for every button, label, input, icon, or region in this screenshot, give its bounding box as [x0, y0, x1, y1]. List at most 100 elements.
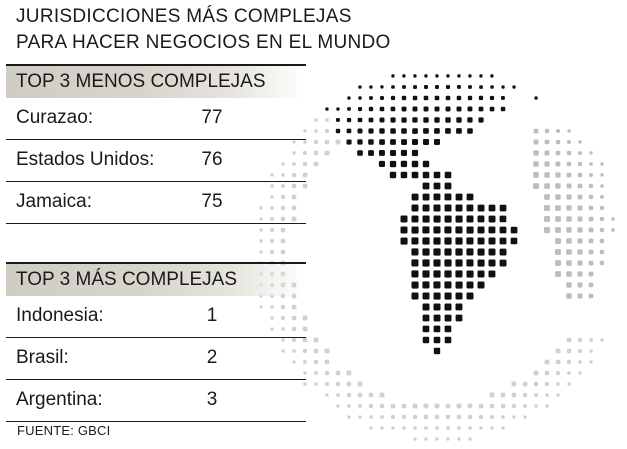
globe-dot	[499, 259, 507, 267]
globe-dot	[368, 150, 374, 156]
globe-dot	[445, 95, 451, 101]
globe-dot	[324, 150, 330, 156]
globe-dot	[314, 118, 318, 122]
globe-dot	[567, 360, 571, 364]
globe-dot	[467, 106, 473, 112]
section-most-complex: TOP 3 MÁS COMPLEJAS Indonesia: 1 Brasil:…	[6, 262, 306, 422]
globe-dot	[522, 381, 528, 387]
globe-dot	[270, 228, 274, 232]
globe-dot	[314, 371, 318, 375]
globe-dot	[413, 437, 417, 441]
globe-dot	[391, 415, 395, 419]
globe-dot	[358, 107, 363, 112]
globe-dot	[533, 150, 539, 156]
globe-dot	[313, 150, 319, 156]
globe-dot	[611, 228, 615, 232]
globe-dot	[433, 237, 441, 245]
globe-dot	[556, 382, 560, 386]
globe-dot	[281, 184, 285, 188]
globe-dot	[412, 95, 418, 101]
globe-dot	[411, 292, 419, 300]
globe-dot	[391, 74, 395, 78]
globe-dot	[588, 216, 594, 222]
globe-dot	[389, 171, 397, 179]
globe-dot	[501, 415, 505, 419]
globe-dot	[336, 393, 340, 397]
globe-dot	[314, 129, 318, 133]
globe-dot	[555, 183, 561, 189]
globe-dot	[457, 437, 461, 441]
globe-dot	[368, 128, 374, 134]
globe-dot	[292, 360, 296, 364]
globe-dot	[412, 414, 418, 420]
globe-dot	[455, 281, 463, 289]
globe-dot	[281, 338, 285, 342]
globe-dot	[555, 249, 561, 255]
globe-dot	[455, 303, 463, 311]
globe-dot	[588, 271, 594, 277]
jurisdiction-name: Brasil:	[16, 347, 69, 368]
globe-dot	[411, 281, 419, 289]
globe-dot	[379, 139, 385, 145]
globe-dot	[490, 74, 494, 78]
jurisdiction-score: 75	[201, 191, 223, 212]
globe-dot	[413, 85, 417, 89]
globe-dots	[259, 74, 615, 441]
globe-dot	[511, 392, 517, 398]
globe-dot	[422, 182, 430, 190]
globe-dot	[455, 193, 463, 201]
globe-dot	[433, 281, 441, 289]
globe-dot	[467, 95, 473, 101]
globe-dot	[467, 403, 473, 409]
globe-dot	[544, 227, 551, 234]
globe-dot	[534, 404, 538, 408]
globe-dot	[303, 360, 307, 364]
globe-dot	[577, 282, 583, 288]
globe-dot	[479, 85, 483, 89]
globe-dot	[477, 248, 485, 256]
globe-dot	[422, 325, 430, 333]
globe-dot	[434, 139, 440, 145]
source-note: FUENTE: GBCI	[17, 423, 111, 438]
globe-dot	[522, 392, 528, 398]
globe-dot	[577, 249, 583, 255]
globe-dot	[488, 226, 496, 234]
globe-dot	[270, 184, 274, 188]
globe-dot	[357, 392, 363, 398]
globe-dot	[302, 326, 308, 332]
globe-dot	[499, 248, 507, 256]
globe-dot	[335, 128, 341, 134]
globe-dot	[501, 96, 505, 100]
globe-dot	[566, 260, 572, 266]
globe-dot	[544, 370, 550, 376]
globe-dot	[259, 305, 263, 309]
globe-dot	[401, 139, 407, 145]
ranking-row: Indonesia: 1	[6, 296, 306, 338]
globe-dot	[599, 227, 605, 233]
globe-dot	[292, 151, 296, 155]
globe-dot	[477, 237, 485, 245]
globe-dot	[499, 204, 507, 212]
globe-dot	[555, 205, 561, 211]
globe-dot	[357, 139, 363, 145]
globe-dot	[422, 336, 430, 344]
globe-dot	[510, 226, 518, 234]
globe-dot	[501, 85, 505, 89]
globe-dot	[534, 96, 538, 100]
globe-dot	[533, 381, 539, 387]
globe-dot	[456, 95, 462, 101]
jurisdiction-score: 76	[201, 149, 223, 170]
globe-dot	[368, 403, 373, 408]
globe-dot	[544, 161, 550, 167]
globe-dot	[445, 403, 451, 409]
globe-dot	[389, 160, 397, 168]
globe-dot	[401, 403, 407, 409]
globe-dot	[380, 415, 384, 419]
globe-dot	[566, 161, 572, 167]
globe-dot	[411, 149, 419, 157]
globe-dot	[490, 426, 494, 430]
globe-dot	[313, 337, 319, 343]
globe-dot	[347, 107, 351, 111]
globe-dot	[303, 382, 307, 386]
globe-dot	[379, 392, 385, 398]
